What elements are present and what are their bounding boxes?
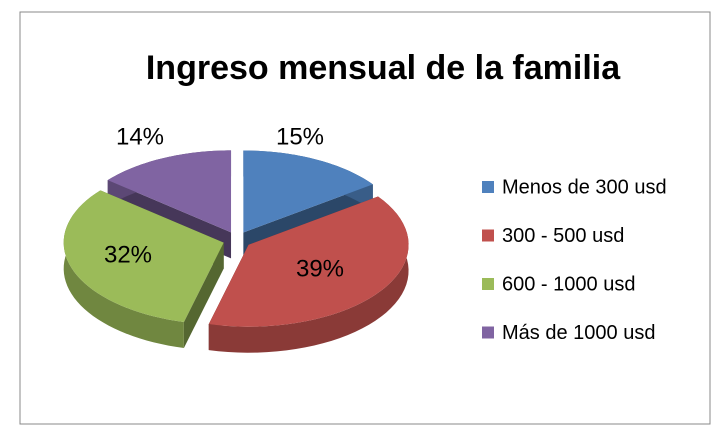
slice-wall [63,190,184,349]
slice-top [243,150,373,233]
pie-slice [208,196,409,353]
legend-label: Menos de 300 usd [502,176,667,198]
legend-label: 600 - 1000 usd [502,273,635,295]
legend: Menos de 300 usd 300 - 500 usd 600 - 1000 … [482,176,667,344]
data-label: 39% [296,255,344,282]
slice-top [208,196,409,327]
legend-label: 300 - 500 usd [502,225,624,247]
legend-swatch [482,181,494,193]
slice-top [107,150,232,233]
slice-top [63,190,224,323]
pie: 15% 39% 32% 14% [63,123,409,353]
legend-label: Más de 1000 usd [502,322,655,344]
legend-swatch [482,278,494,290]
data-label: 14% [116,123,164,150]
pie-slice [63,190,224,349]
data-label: 15% [276,123,324,150]
legend-swatch [482,326,494,339]
slice-side [183,242,224,349]
data-label: 32% [104,241,152,268]
chart-title: Ingreso mensual de la familia [146,49,621,87]
slice-wall [208,196,409,353]
legend-swatch [482,229,494,242]
